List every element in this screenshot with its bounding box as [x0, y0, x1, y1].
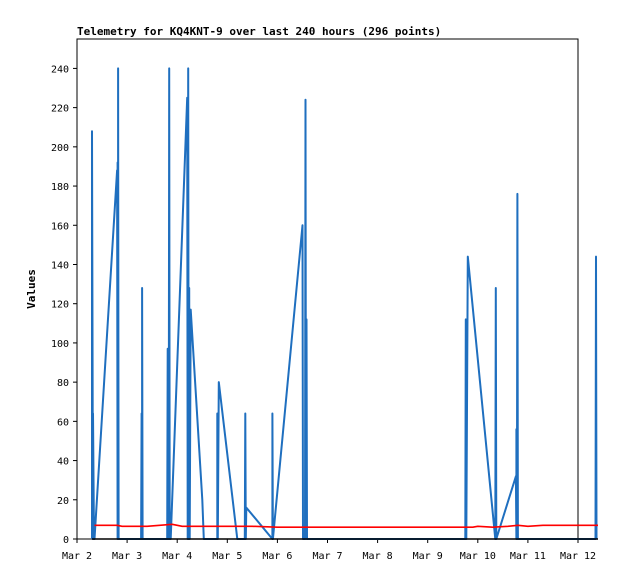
- x-tick-label: Mar 12: [560, 551, 596, 562]
- y-tick-label: 180: [51, 182, 69, 193]
- y-tick-label: 20: [57, 496, 69, 507]
- y-tick-label: 100: [51, 339, 69, 350]
- y-tick-label: 40: [57, 457, 69, 468]
- x-tick-label: Mar 5: [212, 551, 242, 562]
- y-tick-label: 240: [51, 64, 69, 75]
- x-axis: Mar 2 Mar 3 Mar 4 Mar 5 Mar 6 Mar 7 Mar 8 Mar 9…: [62, 539, 596, 562]
- x-tick-label: Mar 11: [510, 551, 546, 562]
- x-tick-label: Mar 3: [112, 551, 142, 562]
- y-axis: 0 20 40 60 80 100 120 140 160 180 200 220 240: [51, 64, 77, 546]
- y-axis-label: Values: [25, 269, 38, 309]
- x-tick-label: Mar 6: [262, 551, 292, 562]
- x-tick-label: Mar 7: [312, 551, 342, 562]
- series-line-0: [91, 67, 598, 540]
- x-tick-label: Mar 10: [460, 551, 496, 562]
- y-tick-label: 120: [51, 300, 69, 311]
- y-tick-label: 60: [57, 417, 69, 428]
- y-tick-label: 220: [51, 104, 69, 115]
- x-tick-label: Mar 9: [413, 551, 443, 562]
- x-tick-label: Mar 2: [62, 551, 92, 562]
- chart-title: Telemetry for KQ4KNT-9 over last 240 hou…: [77, 25, 441, 38]
- x-tick-label: Mar 8: [363, 551, 393, 562]
- series-line-1: [94, 523, 598, 529]
- plot-frame: [76, 38, 579, 540]
- x-tick-label: Mar 4: [162, 551, 192, 562]
- y-tick-label: 0: [63, 535, 69, 546]
- y-tick-label: 160: [51, 221, 69, 232]
- y-tick-label: 140: [51, 260, 69, 271]
- y-tick-label: 200: [51, 143, 69, 154]
- series-layer: [91, 67, 598, 540]
- y-tick-label: 80: [57, 378, 69, 389]
